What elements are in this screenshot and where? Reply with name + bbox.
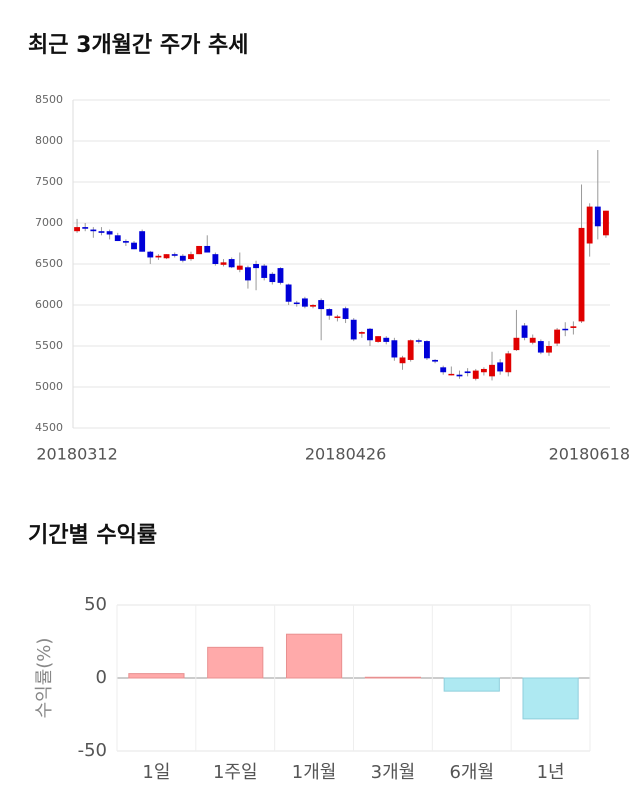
candle-body	[472, 370, 479, 379]
candle-body	[98, 231, 105, 233]
x-tick-label: 6개월	[449, 762, 494, 783]
x-tick-label: 1주일	[213, 762, 258, 783]
candle-body	[245, 267, 251, 281]
y-tick-label: 5500	[35, 339, 63, 352]
candle-body	[415, 340, 422, 342]
candle-body	[448, 373, 455, 376]
candle-body	[220, 262, 227, 265]
chart-title: 기간별 수익률	[28, 523, 157, 548]
candle-body	[554, 329, 561, 344]
candle-body	[106, 231, 113, 235]
candle-body	[513, 337, 520, 351]
candle-body	[456, 374, 463, 377]
candle-body	[261, 265, 268, 278]
bar	[443, 677, 500, 692]
candle-body	[147, 251, 154, 258]
candle-body	[497, 362, 504, 372]
candle-body	[489, 364, 495, 377]
candle-body	[269, 273, 276, 283]
candle-body	[285, 284, 292, 302]
bar	[128, 673, 185, 679]
bar	[207, 646, 264, 679]
candle-body	[407, 340, 414, 360]
candle-body	[236, 265, 243, 270]
candle-body	[391, 340, 398, 358]
y-tick-label: 7000	[35, 216, 63, 229]
chart-title: 최근 3개월간 주가 추세	[28, 33, 248, 58]
candle-body	[82, 227, 89, 229]
candle-body	[440, 367, 447, 373]
candle-body	[212, 254, 219, 264]
y-tick-label: 0	[96, 667, 107, 688]
candle-body	[310, 305, 316, 307]
candle-body	[196, 245, 203, 255]
candle-body	[358, 332, 365, 334]
x-tick-label: 3개월	[371, 762, 416, 783]
y-tick-label: -50	[78, 740, 107, 761]
candle-body	[131, 242, 137, 250]
x-tick-label: 20180426	[305, 445, 386, 464]
x-tick-label: 1년	[537, 762, 565, 783]
candle-body	[318, 300, 325, 310]
candle-body	[74, 227, 80, 232]
candle-body	[375, 336, 382, 342]
candle-body	[301, 298, 308, 307]
candle-body	[163, 254, 170, 259]
candle-body	[188, 254, 194, 260]
candle-body	[578, 227, 585, 322]
x-tick-label: 20180312	[36, 445, 117, 464]
y-tick-label: 4500	[35, 421, 63, 434]
candle-body	[334, 316, 341, 318]
candle-body	[480, 368, 487, 373]
candle-body	[399, 357, 406, 364]
candle-body	[424, 341, 430, 359]
candle-body	[586, 206, 593, 244]
candle-body	[383, 337, 390, 342]
x-tick-label: 20180618	[549, 445, 630, 464]
candle-body	[90, 229, 97, 232]
candle-body	[505, 353, 512, 373]
candle-body	[521, 325, 528, 338]
candle-body	[546, 346, 552, 353]
y-tick-label: 50	[84, 594, 107, 615]
x-tick-label: 1일	[142, 762, 170, 783]
candle-body	[562, 328, 569, 331]
candle-body	[594, 206, 601, 227]
candle-body	[529, 337, 536, 343]
y-tick-label: 8500	[35, 93, 63, 106]
candle-body	[326, 309, 333, 316]
candle-body	[171, 254, 178, 256]
candle-body	[342, 308, 349, 319]
bar	[364, 676, 422, 679]
candle-body	[464, 371, 471, 374]
candle-body	[179, 255, 186, 261]
candle-body	[603, 210, 609, 236]
candle-body	[155, 255, 162, 258]
y-tick-label: 8000	[35, 134, 63, 147]
candle-body	[570, 326, 577, 328]
candle-body	[122, 241, 129, 243]
candle-body	[277, 268, 284, 283]
candle-body	[293, 302, 300, 305]
y-tick-label: 6500	[35, 257, 63, 270]
candle-body	[139, 231, 146, 252]
candle-body	[537, 341, 544, 353]
y-axis-label: 수익률(%)	[34, 638, 55, 719]
candle-body	[204, 245, 211, 253]
bar	[285, 633, 343, 679]
y-tick-label: 6000	[35, 298, 63, 311]
y-tick-label: 7500	[35, 175, 63, 188]
bar	[522, 677, 579, 720]
candle-body	[350, 319, 357, 340]
x-tick-label: 1개월	[292, 762, 337, 783]
candle-body	[367, 328, 373, 341]
candle-body	[432, 359, 438, 362]
candle-body	[114, 235, 121, 242]
y-tick-label: 5000	[35, 380, 63, 393]
candle-body	[253, 264, 259, 269]
candle-body	[228, 259, 235, 268]
